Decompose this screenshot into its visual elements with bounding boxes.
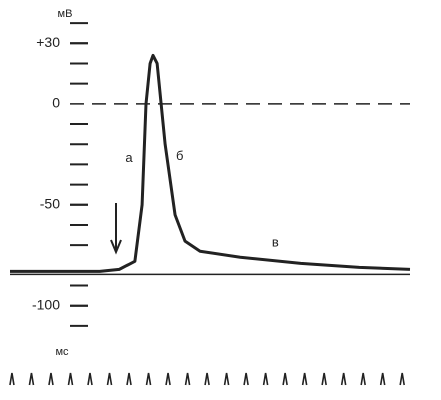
time-mark: [301, 372, 308, 386]
trace: [10, 53, 411, 273]
y-tick-label: +30: [36, 34, 60, 50]
time-mark: [165, 372, 171, 386]
time-mark: [321, 372, 327, 386]
time-mark: [243, 372, 249, 386]
time-mark: [399, 372, 405, 386]
annotation: в: [272, 235, 279, 250]
time-mark: [262, 372, 269, 386]
time-mark: [360, 372, 366, 386]
y-unit-label: мВ: [58, 8, 73, 20]
stimulus-arrow: [110, 203, 122, 255]
x-unit-label: мс: [55, 346, 69, 358]
time-mark: [9, 372, 15, 386]
time-mark: [28, 372, 35, 386]
time-mark: [106, 372, 113, 386]
time-mark: [145, 372, 152, 386]
time-mark: [126, 372, 132, 386]
annotation: б: [176, 148, 183, 163]
time-mark: [184, 372, 191, 386]
y-tick-label: 0: [52, 95, 60, 111]
y-tick-label: -100: [32, 296, 60, 312]
time-mark: [379, 372, 386, 386]
time-mark: [67, 372, 74, 386]
time-mark: [340, 372, 347, 386]
time-mark: [204, 372, 210, 386]
annotation: а: [125, 150, 133, 165]
time-mark: [223, 372, 230, 386]
time-mark: [87, 372, 93, 386]
time-mark: [48, 372, 54, 386]
y-tick-label: -50: [40, 195, 60, 211]
time-mark: [282, 372, 288, 386]
